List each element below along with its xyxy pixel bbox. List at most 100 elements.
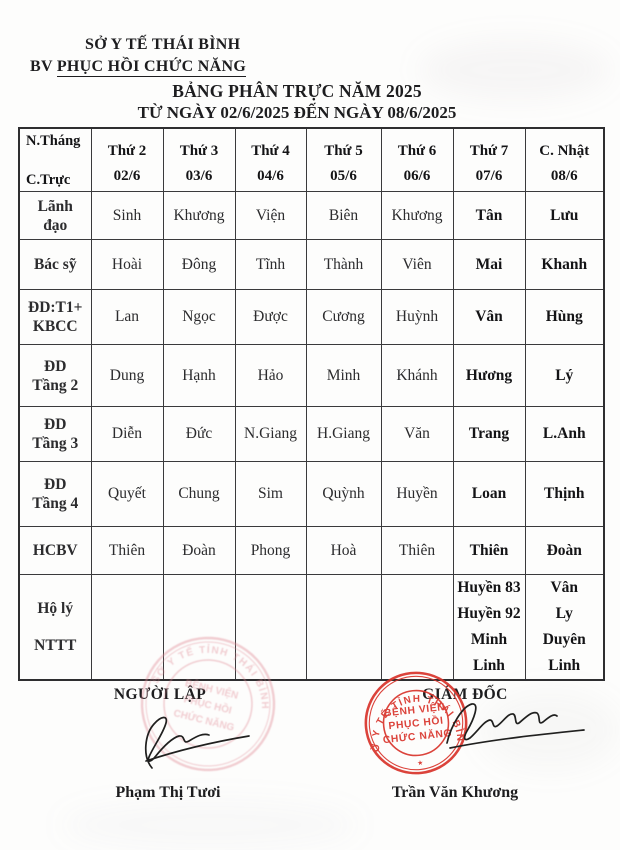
duty-cell-r4-c5: Khánh (380, 344, 454, 407)
duty-cell-r1-c3: Viện (234, 191, 307, 240)
duty-cell-r1-c1: Sinh (90, 191, 164, 240)
table-row: ĐD Tầng 2 Dung Hạnh Hảo Minh Khánh Hương Lý (18, 344, 605, 407)
duty-cell-r4-c6: Hương (452, 344, 526, 407)
duty-cell-r3-c6: Vân (452, 289, 526, 345)
table-row: HCBV Thiên Đoàn Phong Hoà Thiên Thiên Đoàn (18, 526, 605, 575)
document-title: BẢNG PHÂN TRỰC NĂM 2025 (172, 81, 422, 101)
column-header-3: Thứ 4 04/6 (234, 127, 307, 192)
ghost-stamp: SỞ Y TẾ TỈNH THÁI BÌNH BỆNH VIỆN PHỤC HỒ… (140, 631, 283, 772)
column-header-7: C. Nhật 08/6 (524, 127, 605, 192)
duty-cell-r6-c5: Huyền (380, 461, 454, 527)
column-header-5: Thứ 6 06/6 (380, 127, 454, 192)
org-name-line2: BV PHỤC HỒI CHỨC NĂNG (30, 58, 247, 77)
duty-cell-r6-c1: Quyết (90, 461, 164, 527)
row-label: Lãnh đạo (18, 191, 92, 240)
preparer-name: Phạm Thị Tươi (115, 784, 221, 801)
duty-cell-r1-c5: Khương (380, 191, 454, 240)
duty-cell-r8-c5 (380, 574, 454, 681)
duty-cell-r8-c3 (234, 574, 307, 681)
duty-cell-r7-c7: Đoàn (524, 526, 605, 575)
duty-cell-r8-c2 (162, 574, 236, 681)
duty-cell-r2-c6: Mai (452, 239, 526, 290)
duty-cell-r6-c6: Loan (452, 461, 526, 527)
table-row: Bác sỹ Hoài Đông Tĩnh Thành Viên Mai Khanh (18, 239, 605, 290)
table-row: ĐD:T1+ KBCC Lan Ngọc Được Cương Huỳnh Vân Hùng (18, 289, 605, 345)
duty-cell-r3-c3: Được (234, 289, 307, 345)
duty-cell-r6-c7: Thịnh (524, 461, 605, 527)
row-label: ĐD:T1+ KBCC (18, 289, 92, 345)
row-label: Hộ lý NTTT (18, 574, 92, 681)
duty-cell-r2-c3: Tĩnh (234, 239, 307, 290)
duty-cell-r4-c4: Minh (305, 344, 382, 407)
duty-cell-r8-c7: Vân Ly Duyên Linh (524, 574, 605, 681)
table-row: ĐD Tầng 4 Quyết Chung Sim Quỳnh Huyền Loan Thịn… (18, 461, 605, 527)
duty-cell-r8-c1 (90, 574, 164, 681)
duty-cell-r2-c2: Đông (162, 239, 236, 290)
duty-cell-r2-c5: Viên (380, 239, 454, 290)
duty-cell-r3-c2: Ngọc (162, 289, 236, 345)
corner-header-cell: N.Tháng C.Trực (18, 127, 92, 192)
duty-cell-r8-c4 (305, 574, 382, 681)
column-header-1: Thứ 2 02/6 (90, 127, 164, 192)
duty-cell-r5-c6: Trang (452, 406, 526, 462)
duty-cell-r7-c2: Đoàn (162, 526, 236, 575)
duty-cell-r5-c4: H.Giang (305, 406, 382, 462)
hospital-name-underlined: PHỤC HỒI CHỨC NĂNG (56, 58, 247, 77)
duty-cell-r7-c6: Thiên (452, 526, 526, 575)
row-label: ĐD Tầng 3 (18, 406, 92, 462)
duty-cell-r3-c5: Huỳnh (380, 289, 454, 345)
duty-cell-r1-c2: Khương (162, 191, 236, 240)
table-row: Hộ lý NTTT Huyền 83 Huyền 92 Minh Linh Vân Ly D… (18, 574, 605, 681)
duty-cell-r5-c3: N.Giang (234, 406, 307, 462)
duty-cell-r2-c4: Thành (305, 239, 382, 290)
row-label: ĐD Tầng 2 (18, 344, 92, 407)
duty-roster-table: N.Tháng C.Trực Thứ 2 02/6 Thứ 3 03/6 Thứ… (18, 127, 605, 681)
duty-cell-r8-c6: Huyền 83 Huyền 92 Minh Linh (452, 574, 526, 681)
duty-cell-r5-c1: Diễn (90, 406, 164, 462)
table-header-row: N.Tháng C.Trực Thứ 2 02/6 Thứ 3 03/6 Thứ… (18, 127, 605, 192)
duty-cell-r4-c1: Dung (90, 344, 164, 407)
duty-cell-r1-c4: Biên (305, 191, 382, 240)
org-name-line1: SỞ Y TẾ THÁI BÌNH (85, 36, 241, 53)
row-label: ĐD Tầng 4 (18, 461, 92, 527)
corner-label-shift: C.Trực (26, 172, 71, 188)
corner-label-month: N.Tháng (26, 133, 81, 149)
duty-cell-r7-c5: Thiên (380, 526, 454, 575)
duty-cell-r7-c4: Hoà (305, 526, 382, 575)
scan-smudge (60, 800, 360, 850)
duty-cell-r5-c7: L.Anh (524, 406, 605, 462)
duty-cell-r4-c3: Hảo (234, 344, 307, 407)
duty-cell-r6-c3: Sim (234, 461, 307, 527)
column-header-4: Thứ 5 05/6 (305, 127, 382, 192)
stamp-star-icon: ★ (417, 759, 424, 768)
duty-cell-r2-c1: Hoài (90, 239, 164, 290)
table-row: Lãnh đạo Sinh Khương Viện Biên Khương Tân Lưu (18, 191, 605, 240)
table-row: ĐD Tầng 3 Diễn Đức N.Giang H.Giang Văn Trang L.… (18, 406, 605, 462)
duty-cell-r7-c1: Thiên (90, 526, 164, 575)
duty-cell-r5-c5: Văn (380, 406, 454, 462)
date-range-line: TỪ NGÀY 02/6/2025 ĐẾN NGÀY 08/6/2025 (137, 103, 457, 122)
row-label: Bác sỹ (18, 239, 92, 290)
duty-cell-r3-c7: Hùng (524, 289, 605, 345)
org-prefix: BV (30, 58, 57, 75)
table-body: N.Tháng C.Trực Thứ 2 02/6 Thứ 3 03/6 Thứ… (18, 127, 605, 681)
hospital-stamp: SỞ Y TẾ TỈNH THÁI BÌNH BỆNH VIỆN PHỤC HỒ… (351, 658, 468, 775)
duty-cell-r2-c7: Khanh (524, 239, 605, 290)
duty-cell-r3-c4: Cương (305, 289, 382, 345)
duty-cell-r6-c2: Chung (162, 461, 236, 527)
director-name: Trần Văn Khương (391, 784, 519, 801)
duty-cell-r1-c6: Tân (452, 191, 526, 240)
duty-cell-r4-c7: Lý (524, 344, 605, 407)
row-label: HCBV (18, 526, 92, 575)
duty-cell-r1-c7: Lưu (524, 191, 605, 240)
preparer-role-label: NGƯỜI LẬP (113, 686, 207, 703)
director-role-label: GIÁM ĐỐC (422, 686, 508, 703)
duty-cell-r4-c2: Hạnh (162, 344, 236, 407)
column-header-2: Thứ 3 03/6 (162, 127, 236, 192)
duty-cell-r6-c4: Quỳnh (305, 461, 382, 527)
duty-cell-r7-c3: Phong (234, 526, 307, 575)
duty-cell-r5-c2: Đức (162, 406, 236, 462)
svg-text:SỞ Y TẾ TỈNH THÁI BÌNH: SỞ Y TẾ TỈNH THÁI BÌNH (150, 631, 283, 713)
duty-cell-r3-c1: Lan (90, 289, 164, 345)
